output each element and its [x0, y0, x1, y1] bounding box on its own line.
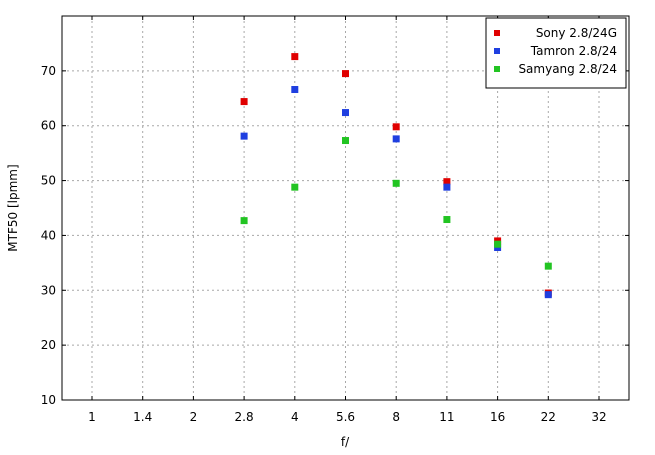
y-axis-ticks: 10 20 30 40 50 60 70	[41, 64, 629, 407]
data-point	[240, 98, 248, 106]
data-point	[443, 216, 451, 224]
x-tick-label: 4	[291, 410, 299, 424]
series-3-points	[240, 137, 552, 270]
data-point	[392, 123, 400, 131]
y-tick-label: 10	[41, 393, 56, 407]
y-tick-label: 70	[41, 64, 56, 78]
plot-frame	[61, 15, 630, 401]
x-tick-label: 11	[439, 410, 454, 424]
x-tick-label: 1	[88, 410, 96, 424]
x-tick-label: 22	[541, 410, 556, 424]
legend-label: Tamron 2.8/24	[530, 44, 617, 58]
x-axis-ticks: 1 1.4 2 2.8 4 5.6 8 11 16 22 32	[88, 16, 607, 424]
data-point	[342, 70, 349, 78]
data-point	[544, 262, 552, 270]
y-tick-label: 20	[41, 338, 56, 352]
y-axis-label: MTF50 [lpmm]	[6, 164, 20, 251]
x-tick-label: 5.6	[336, 410, 355, 424]
x-tick-label: 8	[392, 410, 400, 424]
data-point	[291, 86, 299, 94]
data-point	[240, 132, 248, 140]
data-point	[342, 109, 349, 117]
y-tick-label: 50	[41, 174, 56, 188]
x-tick-label: 2.8	[235, 410, 254, 424]
x-tick-label: 2	[190, 410, 198, 424]
data-point	[240, 217, 248, 225]
y-tick-label: 60	[41, 119, 56, 133]
data-point	[291, 183, 299, 191]
legend-swatch	[494, 48, 500, 54]
x-tick-label: 1.4	[133, 410, 152, 424]
legend-label: Sony 2.8/24G	[536, 26, 617, 40]
data-point	[443, 178, 451, 186]
x-tick-label: 16	[490, 410, 505, 424]
legend-swatch	[494, 30, 500, 36]
data-point	[544, 291, 552, 299]
data-points	[240, 53, 552, 299]
x-axis-label: f/	[341, 435, 350, 449]
legend-box	[485, 17, 627, 89]
data-point	[443, 183, 451, 191]
legend-label: Samyang 2.8/24	[518, 62, 617, 76]
data-point	[392, 179, 400, 187]
legend: Sony 2.8/24G Tamron 2.8/24 Samyang 2.8/24	[485, 17, 627, 89]
data-point	[392, 135, 400, 143]
grid-lines	[62, 16, 629, 400]
legend-swatch	[494, 66, 500, 72]
x-tick-label: 32	[591, 410, 606, 424]
data-point	[291, 53, 299, 61]
y-tick-label: 30	[41, 283, 56, 297]
y-tick-label: 40	[41, 228, 56, 242]
data-point	[494, 240, 502, 248]
data-point	[342, 137, 349, 145]
